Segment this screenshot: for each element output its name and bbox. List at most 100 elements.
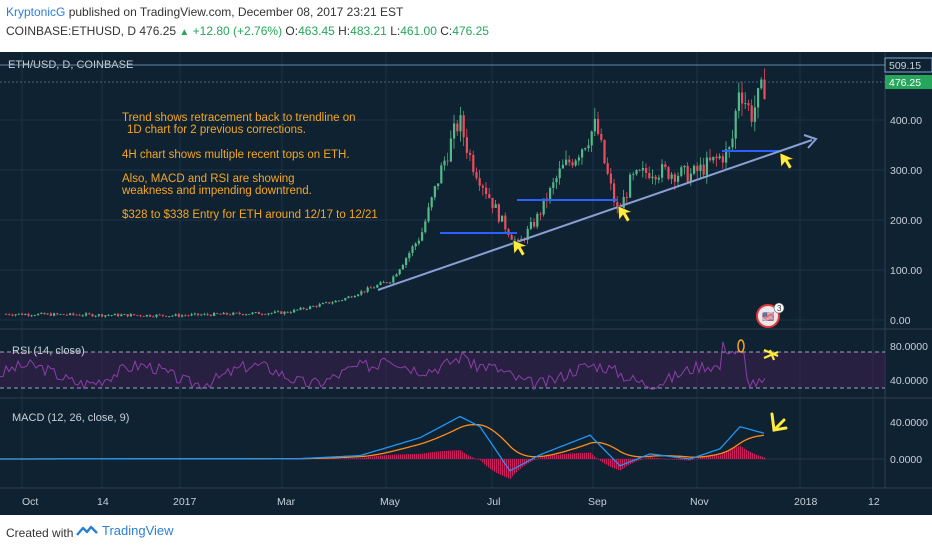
macd-hist-bar [432,452,434,459]
macd-histogram [282,445,766,479]
chart-svg[interactable]: Trend shows retracement back to trendlin… [0,52,932,515]
annotation-line-2[interactable]: 1D chart for 2 previous corrections. [127,124,306,136]
candle-body [651,176,654,179]
tradingview-wordmark: TradingView [102,523,174,538]
annotation-line-5[interactable]: weakness and impending downtrend. [121,185,312,197]
macd-hist-bar [506,459,508,478]
time-tick-12: 12 [868,496,880,508]
candle-body [5,314,8,315]
macd-hist-bar [736,447,738,459]
candle-body [75,314,78,316]
macd-hist-bar [656,458,658,459]
macd-hist-bar [332,458,334,459]
candle-body [462,115,465,138]
candle-body [245,314,248,316]
macd-hist-bar [730,449,732,459]
author-link[interactable]: KryptonicG [6,5,66,19]
candle-body [33,315,36,317]
candle-body [373,287,376,289]
macd-hist-bar [614,459,616,469]
macd-hist-bar [504,459,506,477]
time-axis[interactable]: Oct 14 2017 Mar May Jul Sep Nov 2018 12 [22,496,880,508]
candle-body [510,234,513,240]
candle-body [206,313,209,315]
macd-hist-bar [706,456,708,459]
macd-hist-bar [760,456,762,459]
candle-body [325,302,328,304]
annotation-line-4[interactable]: Also, MACD and RSI are showing [122,173,295,185]
candle-body [481,185,484,188]
candle-body [200,314,203,316]
candle-body [657,177,660,180]
candle-body [395,274,398,277]
candle-body [91,314,94,317]
candle-body [635,170,638,175]
candle-body [744,103,747,104]
candle-body [705,157,708,175]
candle-body [433,186,436,198]
macd-hist-bar [502,459,504,476]
event-flag-icon[interactable]: 🇺🇸 3 [756,302,785,328]
candle-body [600,133,603,140]
macd-hist-bar [412,454,414,459]
macd-hist-bar [570,453,572,459]
macd-hist-bar [708,456,710,459]
macd-hist-bar [702,457,704,459]
macd-hist-bar [500,459,502,475]
macd-hist-bar [364,457,366,459]
macd-hist-bar [522,459,524,468]
macd-hist-bar [670,459,672,460]
macd-hist-bar [422,453,424,459]
annotation-line-1[interactable]: Trend shows retracement back to trendlin… [122,112,356,124]
macd-hist-bar [566,453,568,459]
macd-hist-bar [556,454,558,459]
candle-body [251,312,254,315]
candle-body [661,164,664,178]
candle-body [136,315,139,317]
candle-body [382,282,385,283]
time-tick-2017: 2017 [173,496,197,508]
macd-hist-bar [652,457,654,459]
candle-body [72,313,75,315]
candle-body [27,314,30,316]
macd-hist-bar [382,455,384,459]
candle-body [277,311,280,313]
macd-hist-bar [470,456,472,459]
candle-body [683,165,686,168]
candle-body [721,156,724,163]
macd-hist-bar [462,451,464,459]
macd-hist-bar [460,450,462,459]
candle-body [593,118,596,132]
candle-body [616,202,619,209]
macd-hist-bar [608,459,610,466]
candle-body [456,123,459,132]
macd-hist-bar [620,459,622,471]
macd-hist-bar [532,459,534,461]
trendline[interactable] [377,139,813,291]
price-axis[interactable]: 400.00 300.00 200.00 100.00 0.00 [890,115,922,327]
rsi-marker-icon [763,348,779,361]
annotation-line-6[interactable]: $328 to $338 Entry for ETH around 12/17 … [122,209,378,221]
candle-body [69,313,72,315]
svg-text:3: 3 [777,304,782,313]
candle-body [78,314,81,316]
candle-body [494,204,497,208]
tradingview-logo[interactable]: TradingView [76,523,174,538]
macd-hist-bar [348,458,350,459]
macd-hist-bar [576,453,578,459]
candle-body [385,282,388,283]
candle-body [177,314,180,317]
candle-body [81,315,84,317]
macd-hist-bar [734,447,736,459]
candle-body [654,176,657,180]
candle-body [638,170,641,171]
candle-body [165,315,168,317]
candle-body [459,115,462,132]
macd-hist-bar [590,452,592,459]
annotation-line-3[interactable]: 4H chart shows multiple recent tops on E… [122,149,350,161]
macd-hist-bar [692,459,694,460]
candle-body [238,312,241,315]
macd-hist-bar [540,457,542,459]
chart-area[interactable]: Trend shows retracement back to trendlin… [0,52,932,515]
macd-hist-bar [538,458,540,459]
